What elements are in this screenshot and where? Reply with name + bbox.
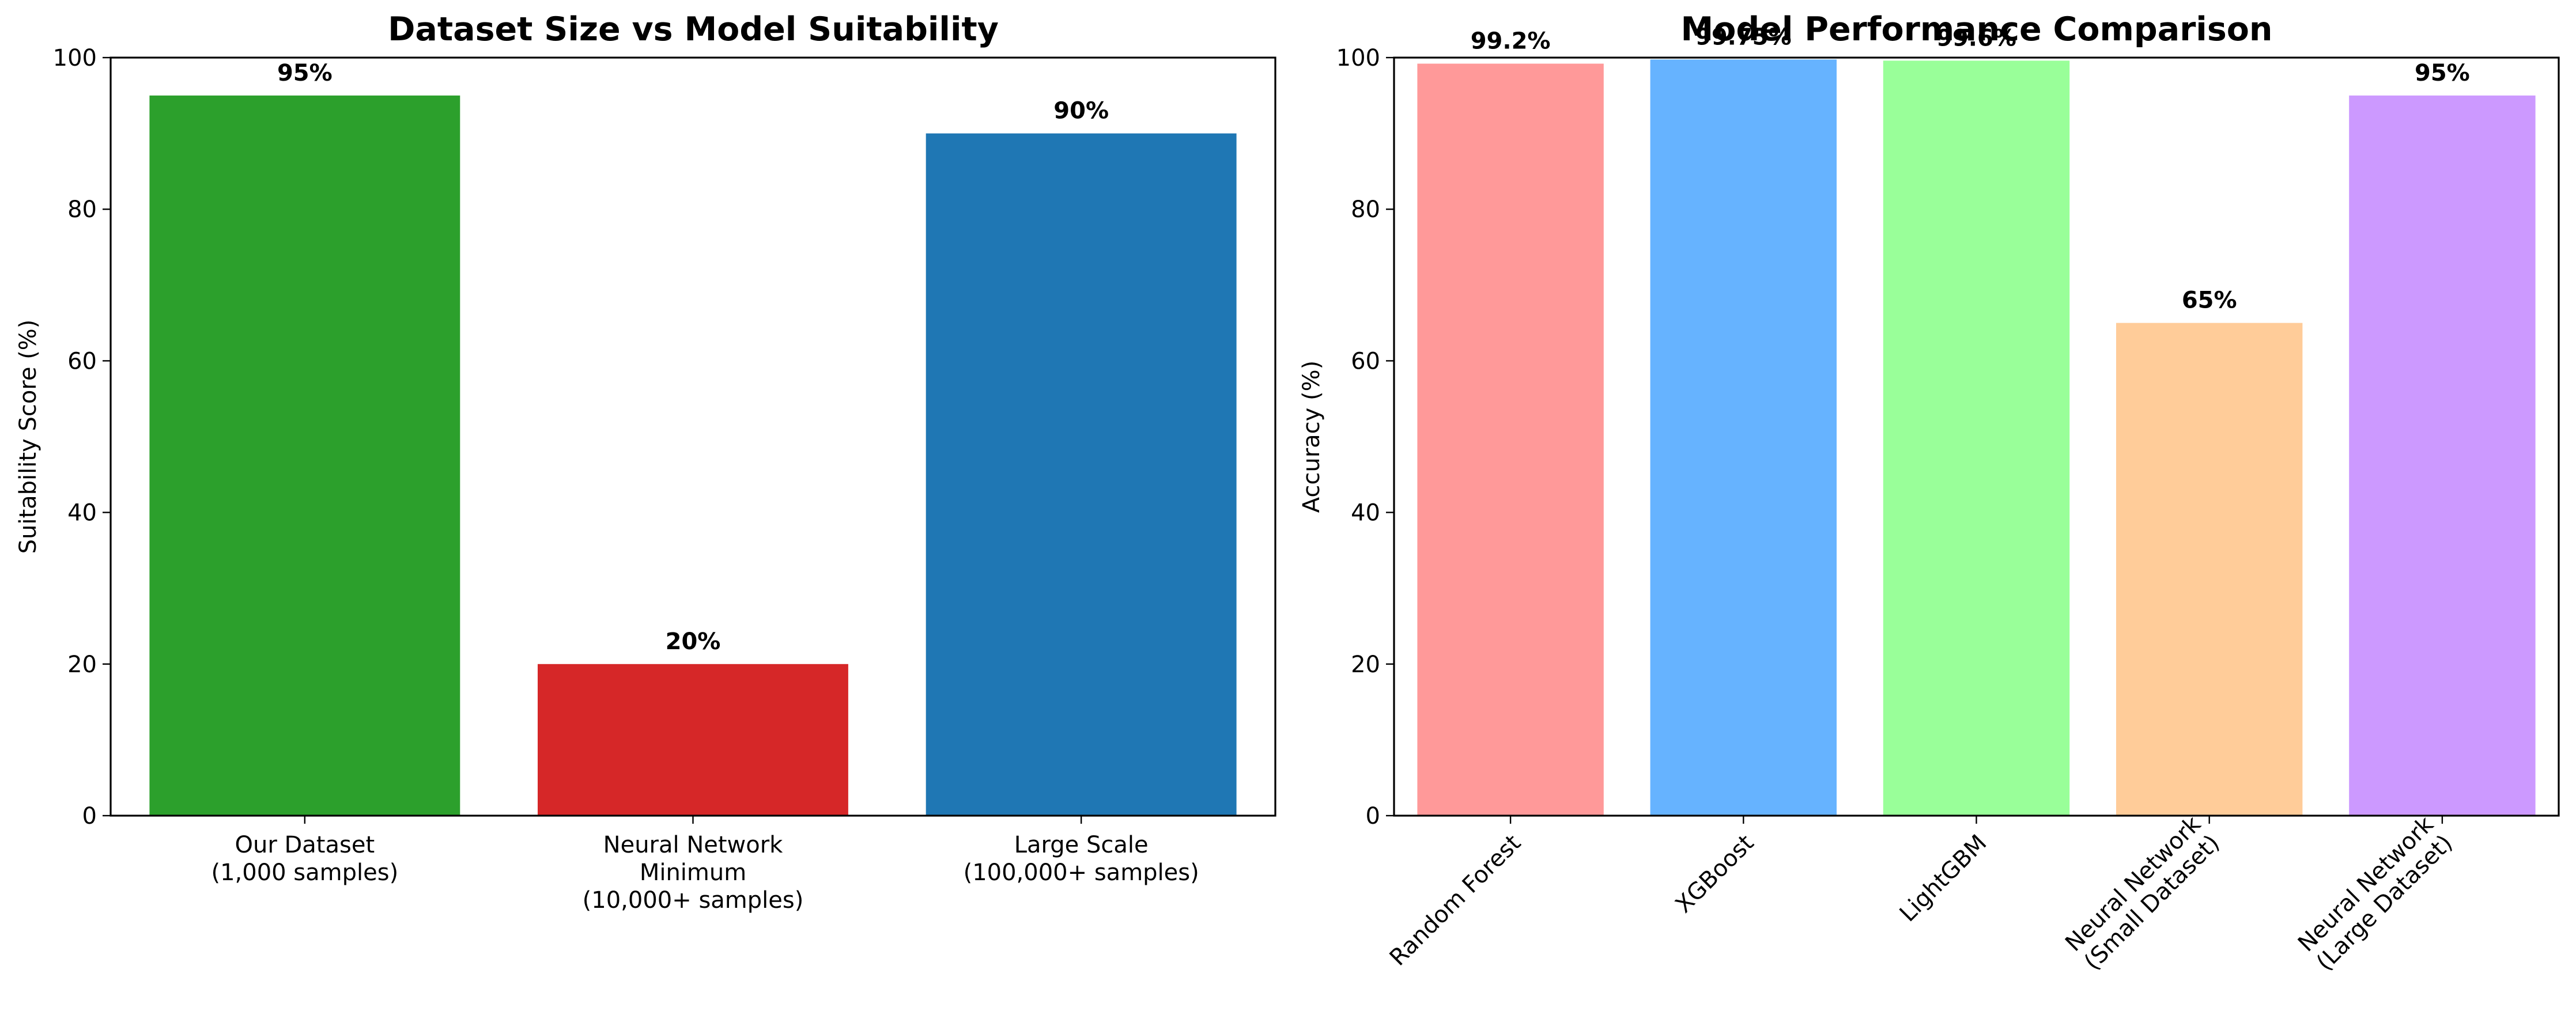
suitability-chart: 0 20 40 60 80 100 Our Dataset (1,000 samples) Ne…: [15, 10, 1276, 914]
data-label: 95%: [277, 60, 333, 86]
data-label: 99.6%: [1936, 25, 2016, 51]
chart-title: Dataset Size vs Model Suitability: [388, 10, 999, 48]
y-tick-label: 60: [67, 348, 97, 374]
x-tick-label: Neural Network(Large Dataset): [2292, 811, 2458, 976]
y-tick-label: 80: [1351, 196, 1380, 223]
x-tick-label: Random Forest: [1385, 829, 1526, 971]
y-tick-label: 0: [82, 803, 97, 829]
y-tick-label: 60: [1351, 348, 1380, 374]
bar: [2349, 95, 2536, 816]
x-tick-label: Neural Network(Small Dataset): [2060, 810, 2225, 975]
data-label: 99.75%: [1695, 24, 1792, 50]
bar: [538, 664, 848, 816]
y-tick-label: 20: [67, 651, 97, 678]
y-tick-label: 40: [1351, 500, 1380, 526]
y-axis-label: Accuracy (%): [1298, 361, 1325, 513]
y-tick-label: 80: [67, 196, 97, 223]
chart-title: Model Performance Comparison: [1680, 10, 2272, 48]
x-tick-label: Neural Network Minimum (10,000+ samples): [583, 832, 804, 914]
data-label: 65%: [2182, 287, 2237, 314]
y-axis-label: Suitability Score (%): [15, 320, 41, 554]
bar: [1417, 63, 1604, 816]
data-label: 20%: [666, 628, 721, 655]
y-tick-label: 20: [1351, 651, 1380, 678]
bar: [149, 95, 460, 816]
x-tick-label: Our Dataset (1,000 samples): [211, 832, 398, 886]
x-tick-label: Large Scale (100,000+ samples): [964, 832, 1199, 886]
x-tick-label: LightGBM: [1895, 829, 1992, 927]
y-tick-label: 0: [1366, 803, 1380, 829]
data-label: 90%: [1053, 98, 1109, 124]
data-label: 95%: [2415, 60, 2470, 86]
performance-chart: 0 20 40 60 80 100 Random Forest XGBoost LightGBM…: [1298, 10, 2560, 976]
bar: [1883, 60, 2070, 816]
y-tick-label: 100: [1336, 45, 1380, 71]
x-tick-label: XGBoost: [1671, 829, 1759, 918]
bar: [2116, 323, 2303, 816]
data-label: 99.2%: [1471, 28, 1551, 55]
y-tick-label: 40: [67, 500, 97, 526]
y-tick-label: 100: [53, 45, 97, 71]
bar: [1650, 59, 1837, 816]
bar: [926, 133, 1237, 816]
